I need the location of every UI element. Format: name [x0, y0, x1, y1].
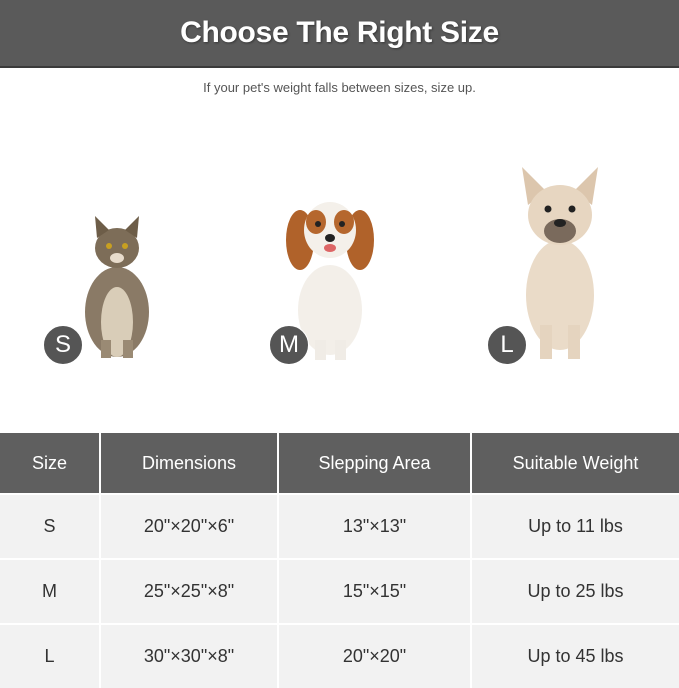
cell-weight: Up to 25 lbs — [471, 558, 679, 624]
table-header-row: Size Dimensions Slepping Area Suitable W… — [0, 433, 679, 494]
cell-dimensions: 25"×25"×8" — [100, 558, 279, 624]
header-banner: Choose The Right Size — [0, 0, 679, 68]
cell-sleeping-area: 20"×20" — [278, 623, 472, 688]
size-badge-s: S — [43, 325, 83, 365]
cell-sleeping-area: 15"×15" — [278, 558, 472, 624]
table-row: L 30"×30"×8" 20"×20" Up to 45 lbs — [0, 623, 679, 688]
column-header-sleeping-area: Slepping Area — [278, 433, 472, 494]
cell-dimensions: 20"×20"×6" — [100, 493, 279, 559]
column-header-dimensions: Dimensions — [100, 433, 279, 494]
size-badge-l: L — [487, 325, 527, 365]
subtitle: If your pet's weight falls between sizes… — [203, 80, 476, 95]
cell-sleeping-area: 13"×13" — [278, 493, 472, 559]
cell-size: L — [0, 623, 101, 688]
cell-size: M — [0, 558, 101, 624]
page-title: Choose The Right Size — [180, 16, 499, 49]
cat-image — [85, 216, 149, 358]
size-table: Size Dimensions Slepping Area Suitable W… — [0, 433, 679, 688]
table-row: S 20"×20"×6" 13"×13" Up to 11 lbs — [0, 493, 679, 559]
cell-weight: Up to 45 lbs — [471, 623, 679, 688]
cell-size: S — [0, 493, 101, 559]
cell-weight: Up to 11 lbs — [471, 493, 679, 559]
column-header-size: Size — [0, 433, 101, 494]
french-bulldog-image — [522, 167, 598, 359]
column-header-suitable-weight: Suitable Weight — [471, 433, 679, 494]
table-row: M 25"×25"×8" 15"×15" Up to 25 lbs — [0, 558, 679, 624]
spaniel-image — [286, 202, 374, 360]
size-badge-m: M — [269, 325, 309, 365]
cell-dimensions: 30"×30"×8" — [100, 623, 279, 688]
